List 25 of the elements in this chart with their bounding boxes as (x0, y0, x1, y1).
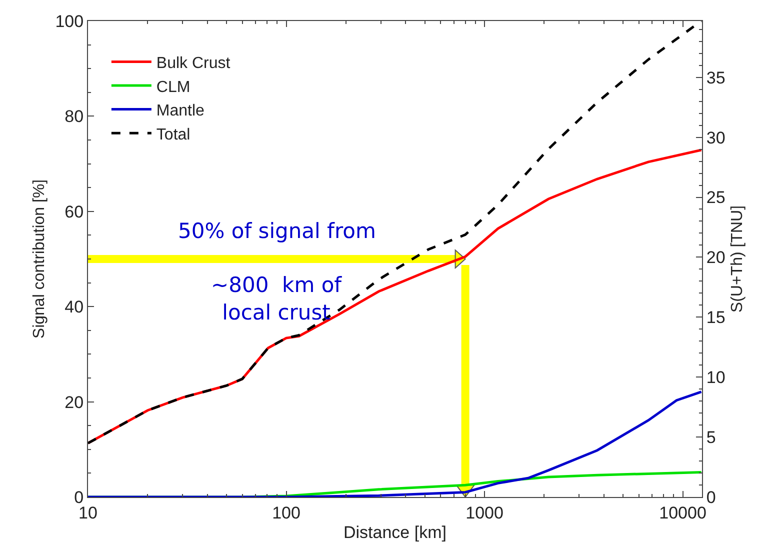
annotation: 50% of signal from (178, 219, 376, 243)
y-tick-label: 100 (55, 12, 84, 31)
y2-tick-label: 5 (706, 428, 716, 447)
y2-tick-label: 10 (706, 368, 726, 388)
x-tick-label: 100 (272, 503, 300, 522)
annotation: ~800 km of local crust (211, 273, 342, 324)
y-tick-label: 60 (64, 202, 84, 222)
y2-tick-label: 20 (706, 248, 726, 268)
y-tick-label: 80 (64, 107, 84, 126)
y-tick-label: 40 (64, 298, 84, 317)
x-tick-label: 1000 (466, 503, 504, 522)
y2-tick-label: 0 (706, 488, 716, 507)
y2-tick-label: 15 (706, 308, 726, 328)
x-tick-label: 10000 (659, 503, 706, 522)
legend-label: Mantle (156, 102, 205, 120)
legend-label: Bulk Crust (156, 54, 231, 72)
y-axis-title: Signal contribution [%] (31, 179, 48, 339)
y2-tick-label: 35 (706, 68, 726, 88)
y-tick-label: 20 (64, 392, 84, 412)
y2-tick-label: 30 (706, 128, 726, 148)
legend-label: CLM (156, 78, 190, 96)
x-axis-title: Distance [km] (344, 522, 446, 542)
y2-tick-label: 25 (706, 188, 726, 208)
legend-label: Total (156, 126, 190, 144)
y2-axis-title: S(U+Th) [TNU] (729, 205, 746, 313)
